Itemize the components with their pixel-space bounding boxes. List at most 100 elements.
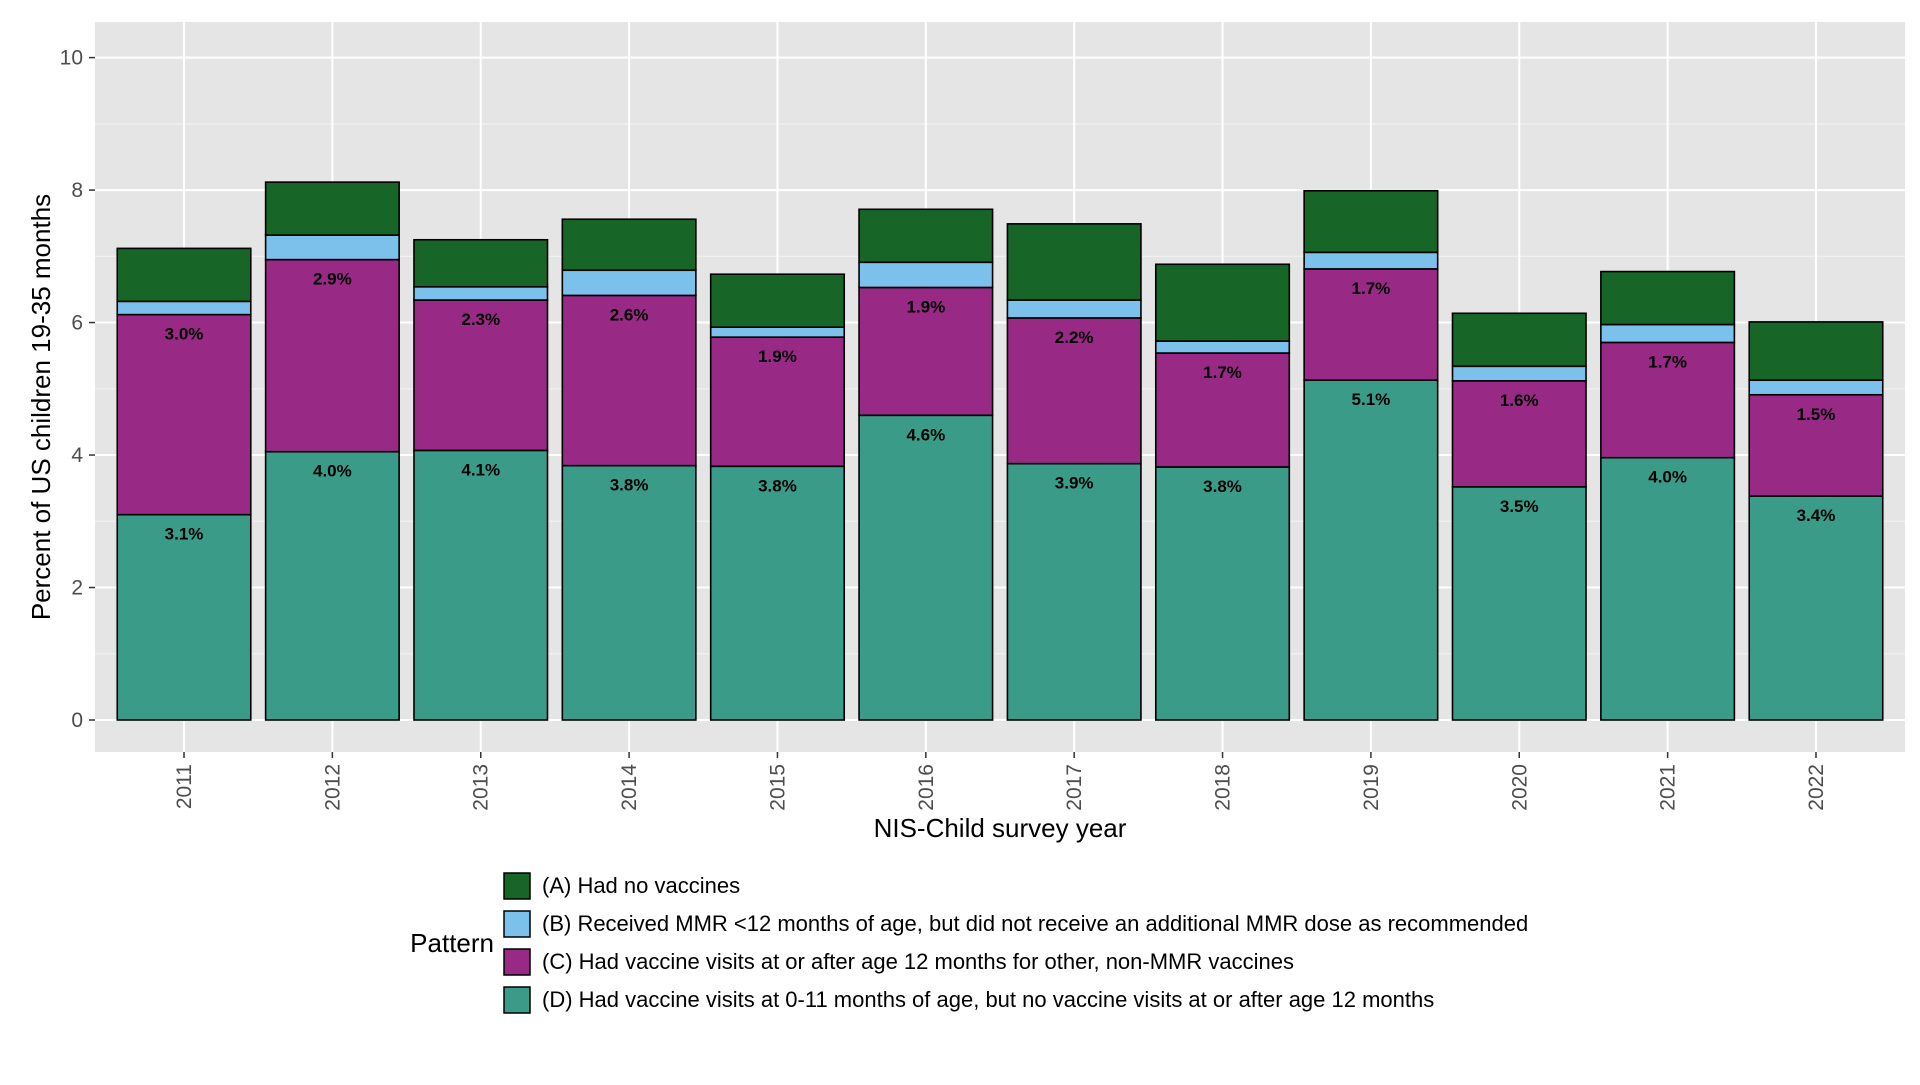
x-tick-label: 2012 (321, 764, 344, 811)
bar-segment (1006, 462, 1142, 721)
legend-swatch (503, 872, 531, 900)
data-label: 1.7% (1352, 279, 1391, 298)
bar-segment (1600, 456, 1736, 721)
x-tick-label: 2021 (1657, 764, 1680, 811)
bar-segment (858, 208, 994, 264)
x-tick-label: 2016 (915, 764, 938, 811)
bar-segment (1303, 268, 1439, 381)
y-tick-label: 10 (60, 47, 83, 70)
x-tick-label: 2019 (1360, 764, 1383, 811)
bar-segment (413, 285, 549, 301)
data-label: 2.3% (461, 310, 500, 329)
x-tick-label: 2017 (1063, 764, 1086, 811)
bar-segment (561, 269, 697, 297)
bar-segment (1748, 393, 1884, 497)
y-tick-label: 0 (71, 709, 83, 732)
bar-segment (1154, 466, 1291, 721)
bar-segment (116, 513, 252, 721)
y-axis-title: Percent of US children 19-35 months (26, 194, 56, 620)
data-label: 3.0% (165, 325, 204, 344)
bars (116, 181, 1884, 721)
data-label: 4.6% (906, 425, 945, 444)
data-label: 1.9% (906, 297, 945, 316)
data-label: 3.8% (1203, 477, 1242, 496)
bar-segment (709, 465, 846, 721)
x-axis-title: NIS-Child survey year (874, 813, 1127, 843)
data-label: 5.1% (1352, 390, 1391, 409)
legend-entry: (C) Had vaccine visits at or after age 1… (542, 949, 1294, 974)
data-label: 1.5% (1797, 405, 1836, 424)
bar-segment (1006, 317, 1142, 465)
x-tick-label: 2022 (1805, 764, 1828, 811)
x-tick-label: 2018 (1212, 764, 1235, 811)
bar-segment (709, 273, 846, 328)
bar-segment (116, 300, 252, 316)
bar-segment (1451, 312, 1587, 368)
bar-segment (264, 258, 400, 453)
legend-entry: (A) Had no vaccines (542, 873, 740, 898)
data-label: 1.7% (1203, 363, 1242, 382)
y-tick-label: 4 (71, 444, 83, 467)
data-label: 2.2% (1055, 328, 1094, 347)
data-label: 3.4% (1797, 506, 1836, 525)
x-tick-label: 2015 (766, 764, 789, 811)
data-label: 2.9% (313, 270, 352, 289)
legend-swatch (503, 910, 531, 938)
bar-segment (264, 450, 400, 721)
y-tick-label: 6 (71, 312, 83, 335)
data-label: 2.6% (610, 305, 649, 324)
bar-segment (1154, 340, 1291, 354)
data-label: 3.9% (1055, 474, 1094, 493)
bar-segment (413, 238, 549, 288)
bar-segment (1600, 270, 1736, 326)
bar-segment (1600, 341, 1736, 459)
x-tick-label: 2020 (1508, 764, 1531, 811)
bar-segment (709, 336, 846, 468)
data-label: 4.1% (461, 460, 500, 479)
bar-segment (1006, 223, 1142, 301)
data-label: 4.0% (313, 462, 352, 481)
segment-labels: 3.1% 3.0% 4.0% 2.9% 4.1% 2.3% 3.8% 2.6% 3.8% 1.9%… (165, 270, 1836, 544)
x-tick-label: 2013 (470, 764, 493, 811)
legend-swatch (503, 948, 531, 976)
legend-title: Pattern (410, 928, 494, 958)
bar-segment (413, 449, 549, 721)
data-label: 3.5% (1500, 497, 1539, 516)
bar-segment (858, 261, 994, 289)
bar-segment (264, 181, 400, 236)
bar-segment (413, 299, 549, 452)
y-tick-label: 2 (71, 577, 83, 600)
bar-segment (1303, 189, 1439, 254)
bar-segment (1748, 321, 1884, 381)
bar-segment (1451, 365, 1587, 382)
bar-segment (561, 218, 697, 272)
data-label: 1.6% (1500, 391, 1539, 410)
bar-segment (1154, 352, 1291, 468)
axes: 0 2 4 6 8 10 2011 2012 2013 2014 2015 2016 2017 2018 2… (60, 47, 1828, 811)
data-label: 1.9% (758, 347, 797, 366)
y-tick-label: 8 (71, 179, 83, 202)
bar-segment (1303, 251, 1439, 270)
legend-swatch (503, 986, 531, 1014)
bar-segment (858, 414, 994, 721)
bar-segment (1748, 379, 1884, 396)
bar-segment (264, 234, 400, 261)
data-label: 3.1% (165, 525, 204, 544)
bar-segment (116, 313, 252, 516)
bar-segment (1006, 299, 1142, 319)
data-label: 1.7% (1648, 352, 1687, 371)
bar-segment (1748, 495, 1884, 721)
data-label: 3.8% (758, 476, 797, 495)
bar-segment (1154, 263, 1291, 342)
bar-segment (116, 247, 252, 303)
data-label: 4.0% (1648, 468, 1687, 487)
legend-entry: (B) Received MMR <12 months of age, but … (542, 911, 1528, 936)
bar-segment (1600, 323, 1736, 344)
bar-segment (1303, 379, 1439, 721)
bar-segment (561, 464, 697, 721)
x-tick-label: 2011 (173, 764, 196, 809)
bar-segment (858, 286, 994, 417)
bar-segment (709, 326, 846, 338)
